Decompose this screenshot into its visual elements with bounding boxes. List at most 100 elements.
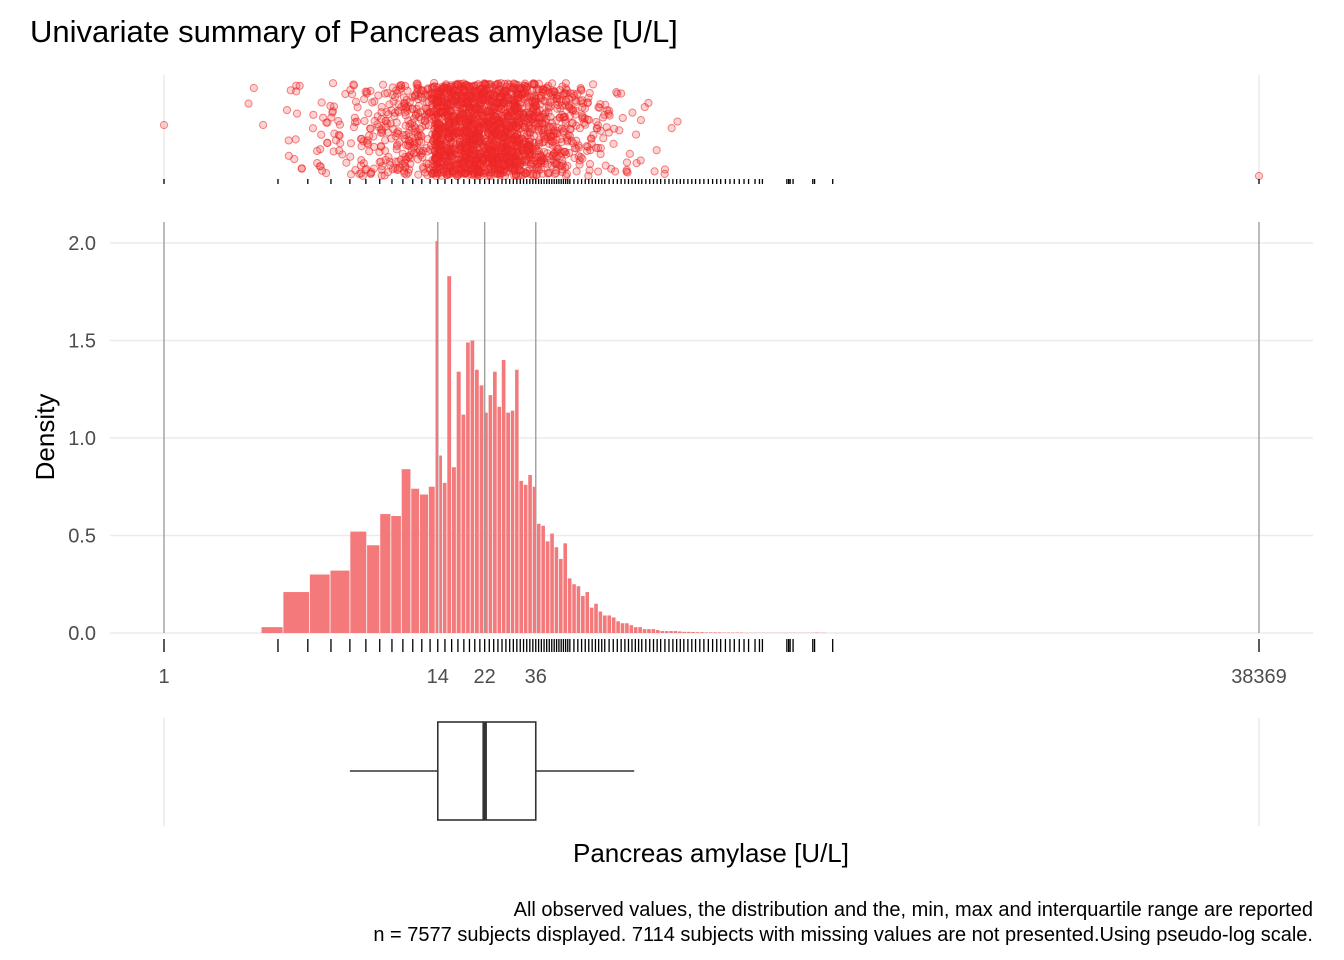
observation-point	[363, 136, 372, 145]
histogram-bar	[456, 371, 461, 633]
observation-point	[259, 120, 268, 130]
observation-point	[592, 117, 601, 127]
observation-point	[571, 110, 580, 119]
observation-point	[652, 146, 661, 155]
histogram-bar	[419, 494, 428, 633]
observation-point	[385, 157, 394, 166]
histogram-bar	[616, 621, 620, 633]
histogram-bar	[510, 410, 515, 633]
histogram-bar	[515, 369, 519, 633]
observation-point	[581, 120, 590, 129]
observation-point	[328, 108, 337, 117]
histogram-bar	[642, 629, 647, 633]
caption-line-1: All observed values, the distribution an…	[514, 899, 1313, 921]
histogram-bar	[380, 514, 391, 633]
histogram-bar	[350, 531, 367, 633]
histogram-bar	[497, 406, 501, 633]
observation-point	[545, 122, 555, 131]
observation-point	[292, 109, 302, 118]
histogram-bar	[638, 627, 642, 633]
observation-point	[403, 86, 412, 95]
histogram-bar	[567, 578, 572, 633]
observation-point	[660, 169, 669, 178]
observation-point	[317, 98, 326, 107]
histogram-bar	[550, 533, 554, 633]
observation-point	[644, 98, 653, 108]
observation-point	[381, 136, 390, 145]
histogram-bar	[428, 486, 435, 633]
observation-point	[599, 134, 608, 143]
histogram-bar	[656, 630, 660, 633]
observation-point	[406, 154, 415, 163]
observation-point	[484, 80, 493, 89]
observation-point	[548, 79, 557, 88]
y-axis-title: Density	[30, 394, 60, 481]
observation-point	[377, 126, 387, 135]
observation-point	[418, 153, 427, 162]
histogram-bar	[475, 369, 479, 633]
observation-point	[400, 101, 409, 110]
histogram-bar	[669, 631, 673, 633]
histogram-bar	[611, 617, 616, 633]
histogram-bar	[559, 558, 563, 633]
observation-point	[249, 83, 258, 93]
observation-point	[611, 167, 620, 176]
observation-point	[369, 142, 379, 152]
y-tick-label: 1.5	[68, 331, 96, 353]
chart-title: Univariate summary of Pancreas amylase […	[30, 14, 678, 49]
observation-point	[322, 169, 331, 178]
observation-point	[317, 130, 326, 139]
x-tick-label: 1	[158, 666, 169, 688]
histogram-bar	[330, 570, 350, 633]
observation-point	[353, 103, 362, 112]
histogram-bar	[439, 455, 443, 633]
observation-point	[625, 149, 634, 158]
observation-point	[408, 137, 418, 147]
observation-point	[390, 112, 399, 121]
observation-point	[363, 138, 372, 148]
observation-point	[323, 138, 332, 147]
observation-point	[415, 146, 424, 155]
observation-point	[1254, 171, 1264, 181]
observation-point	[617, 89, 626, 98]
histogram-bar	[603, 615, 607, 633]
observation-point	[596, 144, 605, 153]
observation-point	[574, 141, 583, 150]
histogram-bar	[493, 371, 497, 633]
observation-point	[291, 135, 300, 144]
observation-point	[567, 136, 576, 146]
histogram-bar	[589, 607, 594, 633]
observation-point	[329, 102, 339, 111]
jitter-panel	[159, 75, 1264, 184]
histogram-bar	[598, 611, 603, 633]
observation-point	[584, 171, 593, 180]
x-tick-label: 14	[427, 666, 449, 688]
observation-point	[585, 88, 594, 98]
observation-point	[346, 85, 355, 95]
boxplot-panel	[163, 718, 1260, 826]
histogram-bar	[664, 631, 669, 633]
histogram-bar	[283, 592, 310, 633]
histogram-bar	[466, 342, 470, 633]
histogram-bar	[717, 632, 722, 633]
histogram-bar	[704, 632, 709, 633]
observation-point	[401, 81, 410, 91]
histogram-bar	[411, 488, 420, 633]
observation-point	[342, 158, 351, 167]
observation-point	[377, 171, 386, 180]
observation-point	[316, 162, 325, 171]
histogram-bar	[629, 625, 634, 633]
histogram-bar	[651, 629, 656, 633]
observation-point	[385, 100, 394, 109]
histogram-bar	[528, 475, 532, 633]
observation-point	[583, 99, 592, 108]
observation-point	[388, 83, 397, 92]
observation-point	[360, 116, 369, 126]
histogram-bar	[519, 480, 524, 633]
y-tick-label: 2.0	[68, 233, 96, 255]
histogram-bar	[660, 631, 665, 633]
observation-point	[367, 167, 376, 177]
histogram-bar	[309, 574, 330, 633]
observation-point	[631, 130, 641, 139]
observation-point	[335, 131, 344, 140]
